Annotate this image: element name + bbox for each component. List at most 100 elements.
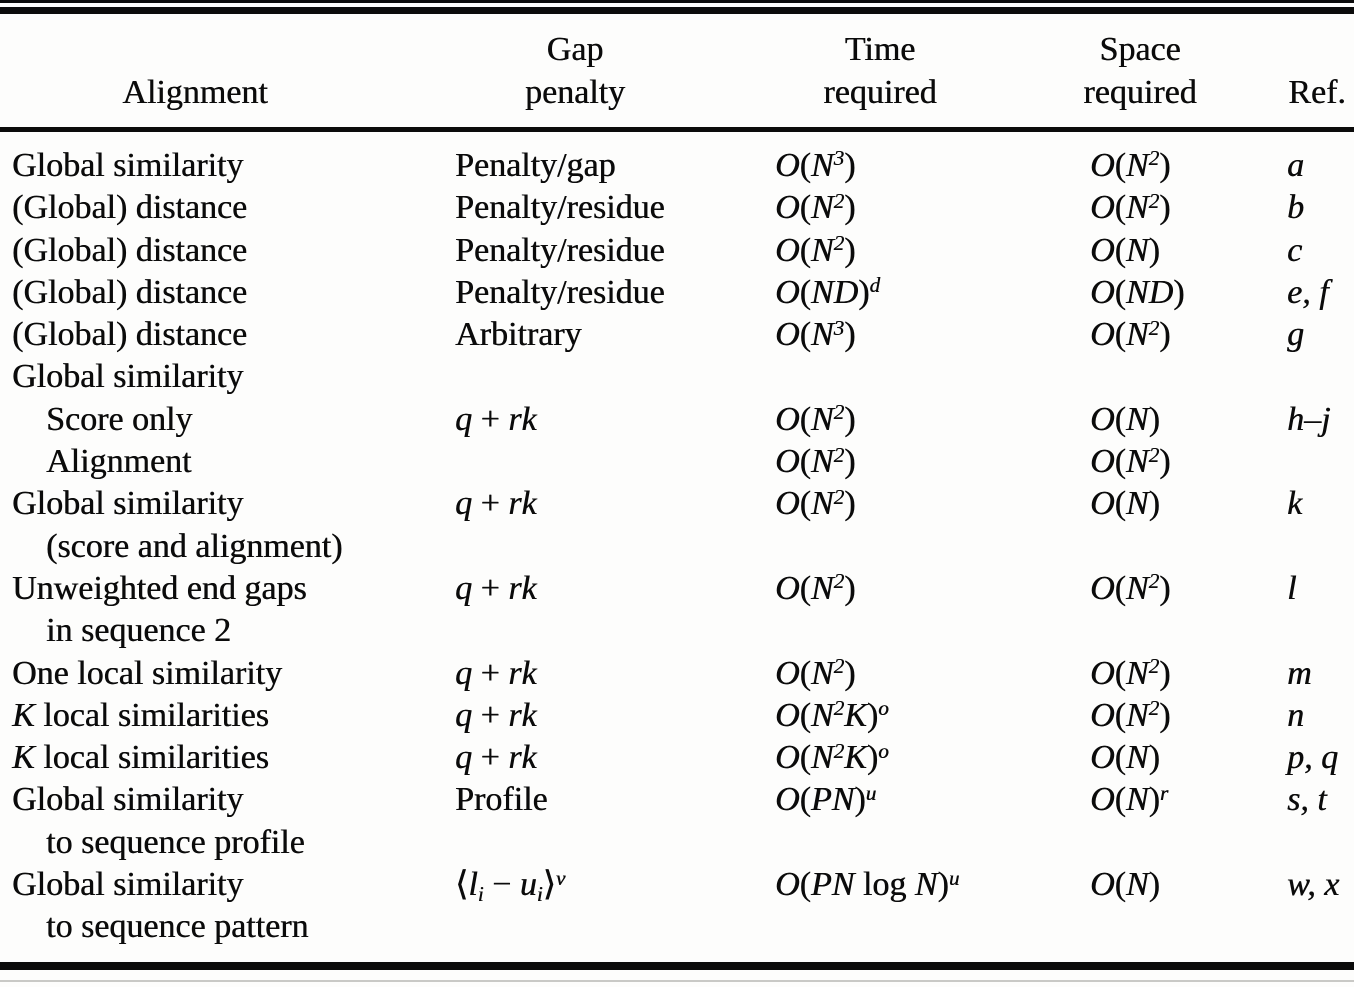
text-run: K	[12, 739, 35, 777]
text-run: 2	[1148, 188, 1160, 213]
text-run: (	[1114, 696, 1126, 734]
text-run: m	[1287, 654, 1312, 692]
alignment-cell: Global similarity	[0, 145, 455, 187]
text-run: N	[1125, 696, 1149, 734]
table-row: (score and alignment)	[0, 526, 1354, 568]
text-run: )	[858, 273, 870, 311]
text-run: )	[844, 147, 856, 184]
alignment-cell: (Global) distance	[0, 272, 455, 314]
text-run: N	[810, 147, 834, 184]
text-run: Global similarity	[12, 485, 244, 523]
text-run: 2	[833, 400, 845, 425]
text-run: 2	[833, 738, 845, 763]
text-run: −	[483, 866, 520, 904]
text-run: r	[1159, 780, 1169, 805]
table-row: (Global) distance Penalty/residue O(N2) …	[0, 230, 1354, 272]
alignment-cell: Unweighted end gaps	[0, 568, 455, 610]
text-run: (	[1114, 866, 1126, 904]
text-run: (	[799, 231, 811, 269]
table-row: One local similarity q + rk O(N2) O(N2) …	[0, 653, 1354, 695]
text-run: )	[1148, 400, 1160, 438]
text-run: N	[1125, 485, 1149, 523]
text-run: O	[775, 654, 800, 692]
text-run: N	[914, 866, 938, 904]
table-row: (Global) distance Penalty/residue O(N2) …	[0, 187, 1354, 229]
text-run: 2	[833, 696, 845, 721]
text-run: (	[799, 443, 811, 481]
text-run: )	[1159, 316, 1171, 354]
text-run: (	[799, 273, 811, 311]
text-run: O	[1090, 866, 1115, 904]
text-run: 2	[833, 442, 845, 467]
ref-cell: n	[1287, 695, 1354, 737]
text-run: )	[844, 485, 856, 523]
space-required-cell: O(N)	[1090, 737, 1287, 779]
text-run: O	[775, 569, 800, 607]
column-header-ref: Ref.	[1280, 28, 1354, 114]
text-run: O	[1090, 316, 1115, 354]
text-run: N	[1125, 400, 1149, 438]
text-run: O	[1090, 443, 1115, 481]
ref-cell: a	[1287, 145, 1354, 187]
time-required-cell: O(N3)	[775, 314, 1090, 359]
table-row: Unweighted end gaps q + rk O(N2) O(N2) l	[0, 568, 1354, 610]
text-run: Penalty/residue	[455, 273, 665, 311]
table-row: Global similarity Profile O(PN)u O(N)r s…	[0, 779, 1354, 821]
text-run: N	[810, 654, 834, 692]
text-run: N	[810, 739, 834, 777]
time-required-cell: O(N2)	[775, 399, 1090, 444]
text-run: e, f	[1287, 273, 1329, 311]
text-run: O	[775, 400, 800, 438]
text-run: ⟨	[455, 866, 469, 904]
ref-cell: h–j	[1287, 399, 1354, 441]
gap-penalty-cell: Profile	[455, 779, 775, 821]
alignment-cell: Alignment	[0, 441, 455, 483]
space-required-cell: O(N2)	[1090, 653, 1287, 698]
text-run: )	[1148, 866, 1160, 904]
text-run: O	[1090, 273, 1115, 311]
text-run: One local similarity	[12, 654, 283, 692]
time-required-cell: O(PN)u	[775, 779, 1090, 824]
text-run: )	[1159, 189, 1171, 227]
alignment-cell: to sequence profile	[0, 822, 455, 864]
text-run: )	[1159, 147, 1171, 184]
ref-cell: k	[1287, 483, 1354, 525]
top-rule-thick	[0, 7, 1354, 14]
text-run: N	[1125, 781, 1149, 819]
bottom-rule	[0, 962, 1354, 970]
text-run: h–j	[1287, 400, 1331, 438]
space-required-cell: O(N)r	[1090, 779, 1287, 824]
text-run: (	[1114, 189, 1126, 227]
text-run: 2	[833, 484, 845, 509]
text-run: O	[1090, 485, 1115, 523]
ref-cell: p, q	[1287, 737, 1354, 779]
text-run: (	[1114, 485, 1126, 523]
text-run: (	[1114, 781, 1126, 819]
text-run: (	[1114, 654, 1126, 692]
text-run: b	[1287, 189, 1304, 227]
text-run: Alignment	[46, 443, 192, 481]
text-run: N	[1125, 189, 1149, 227]
text-run: to sequence pattern	[46, 908, 309, 946]
time-required-cell: O(N2K)o	[775, 737, 1090, 782]
text-run: )	[937, 866, 949, 904]
space-required-cell: O(N2)	[1090, 314, 1287, 359]
text-run: N	[810, 400, 834, 438]
text-run: q	[455, 739, 472, 777]
text-run: )	[1148, 739, 1160, 777]
text-run: O	[1090, 189, 1115, 227]
text-run: )	[1148, 231, 1160, 269]
text-run: )	[1148, 485, 1160, 523]
space-required-cell: O(N2)	[1090, 695, 1287, 740]
text-run: (	[799, 485, 811, 523]
text-run: (	[799, 654, 811, 692]
text-run: O	[1090, 400, 1115, 438]
text-run: ND	[1125, 273, 1174, 311]
ref-cell: b	[1287, 187, 1354, 229]
gap-penalty-cell: q + rk	[455, 653, 775, 695]
gap-penalty-cell: Penalty/residue	[455, 230, 775, 272]
text-run: 2	[1148, 569, 1160, 594]
text-run: 2	[833, 188, 845, 213]
text-run: q	[455, 569, 472, 607]
text-run: q	[455, 400, 472, 438]
